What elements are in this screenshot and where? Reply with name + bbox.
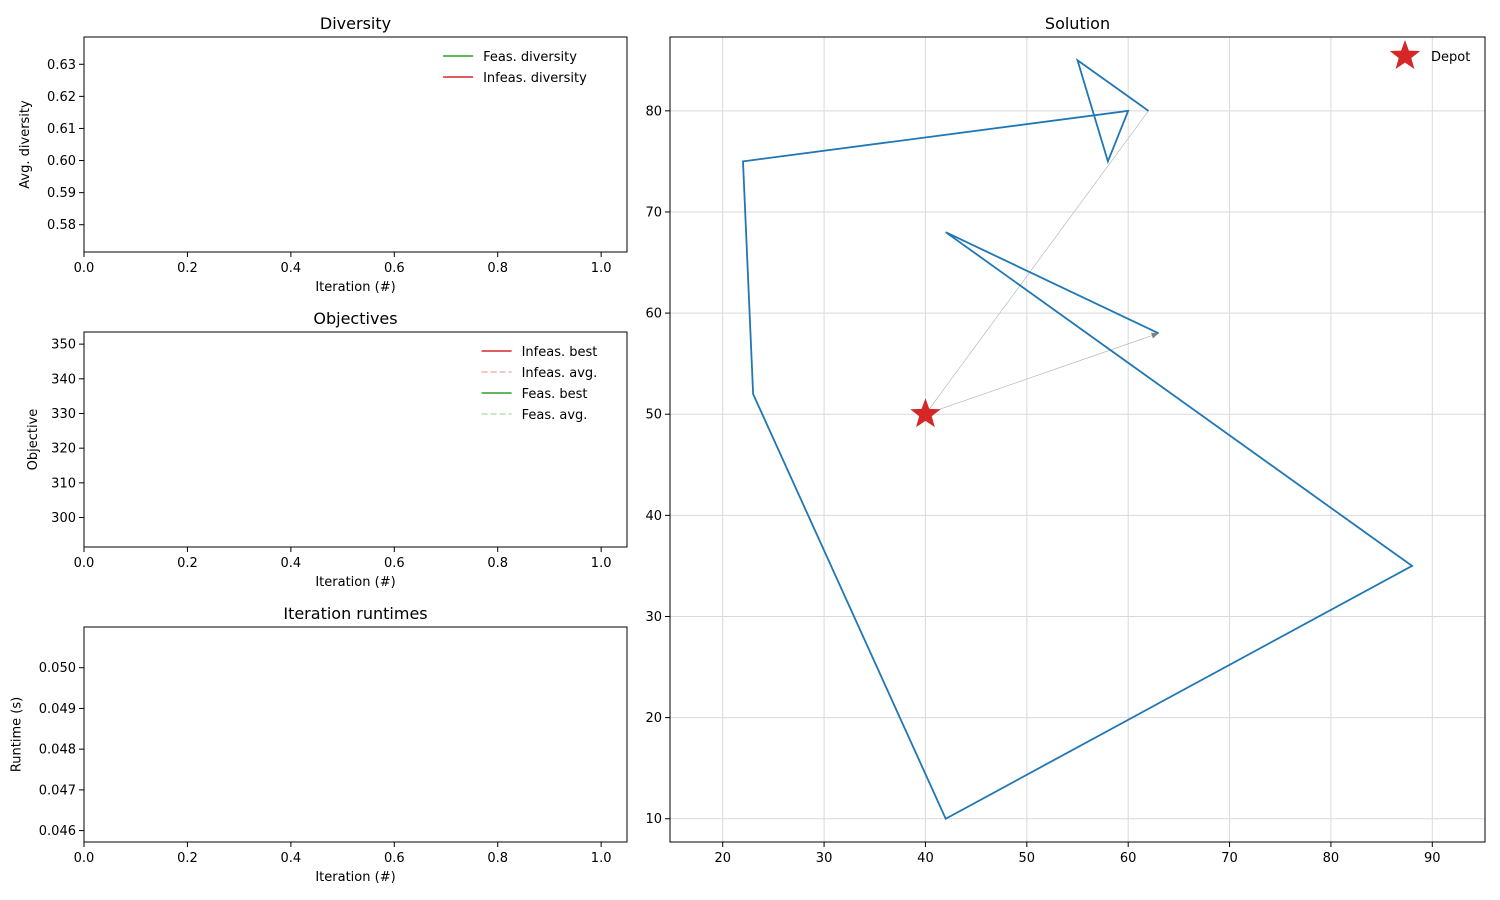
diversity-ytick-label: 0.60 (47, 154, 76, 169)
diversity-chart: Diversity 0.0 0.2 0.4 0.6 0.8 1.0 0.58 0.59 0.60 0… (18, 14, 628, 295)
objectives-legend-label: Feas. best (522, 387, 588, 402)
diversity-frame (83, 36, 628, 253)
solution-chart: Solution 20 30 40 50 60 70 80 90 10 20 30 40 50 60 70 80… (645, 14, 1486, 866)
legend-depot-label: Depot (1431, 50, 1470, 65)
diversity-xtick-label: 0.6 (384, 261, 405, 276)
runtimes-ytick-label: 0.048 (39, 743, 76, 758)
objectives-ylabel: Objective (26, 409, 41, 471)
diversity-ylabel: Avg. diversity (18, 100, 33, 189)
objectives-xlabel: Iteration (#) (315, 575, 395, 590)
solution-xtick-label: 40 (917, 851, 934, 866)
objectives-legend-label: Infeas. avg. (522, 366, 598, 381)
objectives-xtick-label: 0.0 (74, 556, 95, 571)
objectives-ytick-label: 340 (51, 372, 76, 387)
objectives-legend: Infeas. best Infeas. avg. Feas. best Feas. … (481, 345, 598, 423)
depot-link-arrowhead (1151, 332, 1159, 339)
diversity-xtick-label: 1.0 (591, 261, 612, 276)
route-line (742, 58, 1414, 820)
solution-ytick-label: 20 (645, 711, 662, 726)
runtimes-xtick-label: 0.2 (177, 851, 198, 866)
diversity-xlabel: Iteration (#) (315, 280, 395, 295)
solution-xtick-label: 80 (1323, 851, 1340, 866)
objectives-ytick-label: 320 (51, 442, 76, 457)
diversity-ytick-label: 0.62 (47, 90, 76, 105)
solution-ytick-label: 10 (645, 812, 662, 827)
diversity-legend: Feas. diversity Infeas. diversity (443, 50, 587, 86)
runtimes-xtick-label: 0.8 (487, 851, 508, 866)
runtimes-xtick-label: 1.0 (591, 851, 612, 866)
objectives-legend-label: Infeas. best (522, 345, 598, 360)
objectives-ytick-label: 310 (51, 476, 76, 491)
diversity-xtick-label: 0.4 (281, 261, 302, 276)
objectives-legend-label: Feas. avg. (522, 408, 588, 423)
runtimes-ylabel: Runtime (s) (10, 697, 25, 772)
runtimes-ytick-label: 0.046 (39, 824, 76, 839)
solution-xtick-label: 50 (1019, 851, 1036, 866)
diversity-xtick-label: 0.0 (74, 261, 95, 276)
diversity-ytick-label: 0.61 (47, 122, 76, 137)
runtimes-ytick-label: 0.047 (39, 783, 76, 798)
objectives-ytick-label: 330 (51, 407, 76, 422)
runtimes-chart: Iteration runtimes 0.0 0.2 0.4 0.6 0.8 1.0 0.04… (10, 604, 628, 885)
runtimes-xtick-label: 0.6 (384, 851, 405, 866)
solution-frame (669, 36, 1486, 843)
runtimes-frame (83, 626, 628, 843)
diversity-legend-label: Infeas. diversity (483, 71, 587, 86)
runtimes-xlabel: Iteration (#) (315, 870, 395, 885)
objectives-chart: Objectives 0.0 0.2 0.4 0.6 0.8 1.0 300 310 320 330… (26, 309, 628, 590)
solution-xtick-label: 90 (1424, 851, 1441, 866)
objectives-xtick-label: 0.2 (177, 556, 198, 571)
diversity-xtick-label: 0.8 (487, 261, 508, 276)
objectives-xtick-label: 0.8 (487, 556, 508, 571)
depot-link-0 (925, 333, 1159, 415)
solution-legend: Depot (1389, 40, 1470, 69)
solution-ytick-label: 80 (645, 104, 662, 119)
runtimes-xtick-label: 0.4 (281, 851, 302, 866)
runtimes-ytick-label: 0.049 (39, 702, 76, 717)
solution-xtick-label: 70 (1221, 851, 1238, 866)
objectives-xtick-label: 0.6 (384, 556, 405, 571)
runtimes-title: Iteration runtimes (283, 604, 427, 623)
solution-title: Solution (1045, 14, 1110, 33)
solution-ytick-label: 70 (645, 205, 662, 220)
solution-ytick-label: 40 (645, 509, 662, 524)
diversity-ytick-label: 0.58 (47, 218, 76, 233)
solution-ytick-label: 60 (645, 307, 662, 322)
diversity-xtick-label: 0.2 (177, 261, 198, 276)
depot-link-1 (925, 110, 1149, 415)
solution-xtick-label: 30 (816, 851, 833, 866)
solution-xtick-label: 60 (1120, 851, 1137, 866)
solution-ytick-label: 50 (645, 408, 662, 423)
legend-depot-star (1389, 40, 1421, 69)
runtimes-xtick-label: 0.0 (74, 851, 95, 866)
objectives-frame (83, 331, 628, 548)
runtimes-ytick-label: 0.050 (39, 661, 76, 676)
solution-xtick-label: 20 (714, 851, 731, 866)
diversity-legend-label: Feas. diversity (483, 50, 577, 65)
diversity-ytick-label: 0.63 (47, 58, 76, 73)
objectives-title: Objectives (313, 309, 397, 328)
diversity-ytick-label: 0.59 (47, 186, 76, 201)
objectives-xtick-label: 1.0 (591, 556, 612, 571)
objectives-ytick-label: 300 (51, 511, 76, 526)
solution-ytick-label: 30 (645, 610, 662, 625)
depot-marker (910, 398, 941, 428)
objectives-ytick-label: 350 (51, 338, 76, 353)
diversity-title: Diversity (320, 14, 391, 33)
objectives-xtick-label: 0.4 (281, 556, 302, 571)
